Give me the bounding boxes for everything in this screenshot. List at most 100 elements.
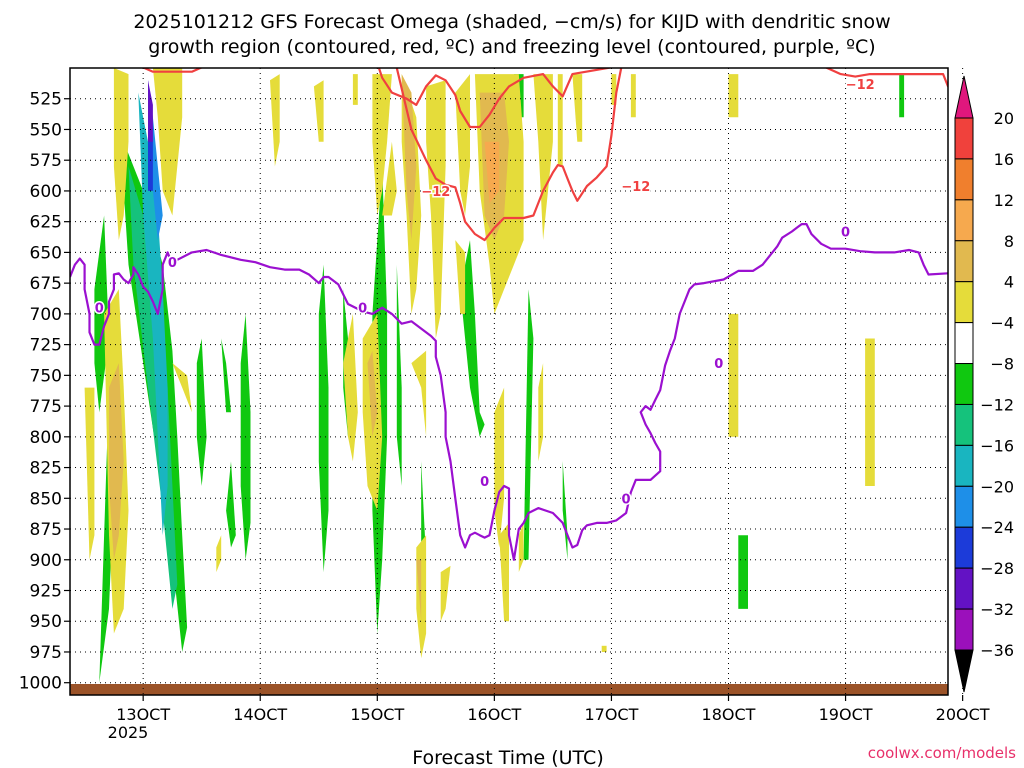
x-tick-label: 14OCT (233, 705, 287, 724)
colorbar-label: −24 (980, 518, 1014, 537)
x-tick-label: 18OCT (702, 705, 756, 724)
y-tick-label: 675 (30, 274, 62, 294)
omega-region-36 (372, 74, 392, 216)
omega-region-9 (221, 338, 231, 413)
colorbar-label: −20 (980, 477, 1014, 496)
contour-line-1 (395, 68, 623, 242)
x-tick-label: 13OCT (116, 705, 170, 724)
y-tick-label: 700 (30, 305, 62, 325)
omega-region-12 (318, 264, 329, 573)
x-axis: 13OCT 14OCT 15OCT 16OCT 17OCT 18OCT 19OCT 20OCT (116, 695, 990, 724)
omega-region-10 (226, 461, 236, 548)
colorbar-swatch (954, 281, 974, 324)
contour-label: 0 (358, 302, 367, 317)
omega-region-30 (270, 74, 280, 167)
omega-region-33 (352, 74, 358, 105)
omega-region-23 (113, 68, 129, 241)
omega-region-37 (382, 141, 397, 216)
y-tick-label: 950 (30, 612, 62, 632)
colorbar-label: 12 (994, 191, 1014, 210)
y-tick-label: 800 (30, 428, 62, 448)
colorbar-label: 20 (994, 109, 1014, 128)
colorbar-label: −36 (980, 641, 1014, 660)
omega-region-29 (216, 535, 222, 573)
colorbar-label: 8 (1004, 232, 1014, 251)
colorbar-swatch (954, 403, 974, 446)
ground-band (70, 684, 948, 695)
colorbar-swatch (954, 567, 974, 610)
contour-label: −12 (846, 78, 875, 93)
colorbar-swatch (954, 322, 974, 365)
omega-region-7 (148, 80, 153, 142)
omega-region-21 (738, 535, 748, 609)
y-tick-label: 925 (30, 582, 62, 602)
colorbar-label: −28 (980, 559, 1014, 578)
colorbar-label: −32 (980, 600, 1014, 619)
omega-shading-layer (84, 68, 905, 683)
omega-region-19 (523, 289, 534, 560)
omega-region-26 (109, 363, 124, 560)
y-axis: 525 550 575 600 625 650 675 700 725 750 775 800 825 8… (19, 90, 70, 694)
omega-region-39 (401, 74, 417, 241)
y-tick-label: 775 (30, 397, 62, 417)
contour-line-2 (70, 223, 948, 561)
omega-region-58 (601, 645, 607, 652)
omega-region-20 (562, 461, 568, 560)
y-tick-label: 550 (30, 120, 62, 140)
colorbar-label: 16 (994, 150, 1014, 169)
contour-label-layer: −12 −12 −12 0 0 0 0 0 0 0 (93, 76, 876, 508)
omega-region-51 (499, 522, 509, 622)
y-tick-label: 750 (30, 366, 62, 386)
x-tick-label: 17OCT (584, 705, 638, 724)
omega-region-4 (138, 92, 168, 536)
contour-label: 0 (714, 357, 723, 372)
omega-region-49 (484, 141, 500, 204)
contour-label: 0 (168, 256, 177, 271)
colorbar-swatch (954, 199, 974, 242)
omega-region-53 (533, 74, 553, 241)
contour-label: −12 (421, 185, 450, 200)
y-tick-label: 825 (30, 459, 62, 479)
y-tick-label: 725 (30, 336, 62, 356)
x-tick-label: 20OCT (936, 705, 990, 724)
colorbar-bottom-arrow (954, 649, 974, 693)
x-axis-year-label: 2025 (108, 723, 149, 742)
omega-region-60 (728, 74, 739, 118)
omega-region-55 (557, 74, 563, 167)
omega-region-17 (460, 240, 485, 437)
colorbar-swatch (954, 117, 974, 160)
colorbar-label: −8 (990, 355, 1014, 374)
colorbar-label: −16 (980, 436, 1014, 455)
omega-region-24 (84, 387, 95, 560)
omega-region-31 (313, 80, 324, 142)
colorbar-swatch (954, 608, 974, 651)
contour-label: 0 (841, 226, 850, 241)
y-tick-label: 850 (30, 489, 62, 509)
y-tick-label: 650 (30, 243, 62, 263)
omega-region-22 (899, 74, 905, 118)
omega-region-8 (196, 338, 207, 486)
omega-region-62 (865, 338, 875, 486)
omega-region-45 (455, 240, 466, 314)
omega-region-35 (367, 350, 378, 437)
colorbar-label: −12 (980, 395, 1014, 414)
y-tick-label: 525 (30, 90, 62, 110)
y-tick-label: 900 (30, 551, 62, 571)
omega-region-59 (630, 74, 636, 118)
y-tick-label: 875 (30, 520, 62, 540)
color-legend: 20 16 12 8 4 −4 −8 −12 −16 −20 −24 −28 −32 −36 (954, 75, 1014, 693)
x-tick-label: 19OCT (819, 705, 873, 724)
omega-region-42 (416, 559, 422, 622)
contour-layer (70, 68, 948, 561)
colorbar-label: −4 (990, 314, 1014, 333)
omega-region-43 (426, 80, 446, 339)
omega-region-54 (538, 363, 544, 462)
x-tick-label: 15OCT (350, 705, 404, 724)
colorbar-swatch (954, 444, 974, 487)
y-tick-label: 1000 (19, 674, 62, 694)
colorbar-swatch (954, 363, 974, 405)
contour-label: 0 (95, 302, 104, 317)
colorbar-swatch (954, 240, 974, 283)
omega-region-61 (728, 313, 739, 437)
